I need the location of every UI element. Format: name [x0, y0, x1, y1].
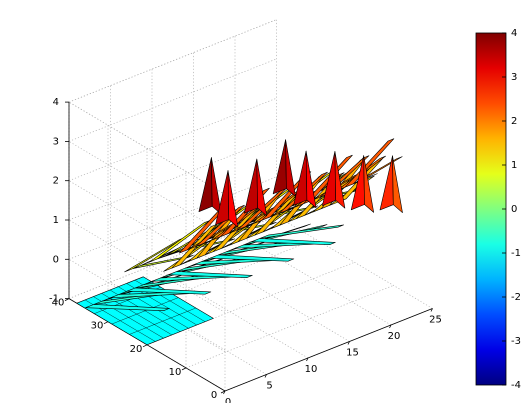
- x-tick-label: 0: [225, 397, 231, 403]
- floor-mesh-line: [111, 297, 179, 325]
- box-edge: [68, 19, 277, 103]
- surface-peak: [285, 139, 296, 197]
- y-tick-label: 40: [52, 298, 65, 309]
- y-tick-mark: [103, 321, 109, 325]
- x-tick-mark: [306, 357, 309, 362]
- surface-peak: [256, 158, 268, 217]
- gridline: [68, 97, 277, 182]
- x-tick-label: 25: [429, 315, 442, 326]
- colorbar: -4 -3 -2 -1 0 1 2 3 4: [475, 28, 521, 391]
- surface-face: [126, 287, 212, 295]
- x-tick-mark: [347, 341, 350, 345]
- surface-peak: [363, 155, 375, 213]
- z-tick-label: -1: [49, 294, 59, 305]
- surface-peak: [293, 150, 308, 206]
- surface-face: [251, 238, 336, 245]
- y-tick-label: 20: [130, 344, 143, 355]
- surface-peak: [244, 158, 258, 214]
- y-tick-mark: [181, 367, 187, 371]
- surface-face: [85, 304, 170, 312]
- x-tick-mark: [389, 324, 392, 329]
- surface-peak: [379, 155, 394, 211]
- x-tick-mark: [264, 374, 267, 378]
- gridline: [68, 180, 226, 274]
- gridline: [68, 219, 226, 313]
- x-tick-label: 20: [388, 331, 401, 342]
- x-tick-label: 10: [305, 364, 318, 375]
- surface-peak: [198, 157, 213, 212]
- surface-plot: [76, 138, 403, 346]
- gridline: [68, 58, 277, 142]
- colorbar-tick-label: 3: [511, 72, 517, 83]
- gridline: [107, 238, 316, 323]
- surface-face: [344, 138, 395, 188]
- colorbar-tick-label: 1: [511, 160, 517, 171]
- z-tick-label: 3: [53, 136, 59, 147]
- z-tick-label: 2: [53, 176, 59, 187]
- surface-peak: [227, 170, 239, 228]
- gridline: [276, 215, 433, 309]
- box-edge: [68, 101, 226, 195]
- surface-peak: [211, 157, 222, 215]
- colorbar-tick-label: -2: [511, 292, 521, 303]
- colorbar-tick-label: 4: [511, 28, 517, 39]
- surface-peak: [305, 150, 317, 209]
- surface-face: [259, 224, 345, 239]
- x-tick-label: 5: [266, 381, 272, 392]
- surface-peak: [334, 151, 346, 209]
- z-tick-label: 1: [53, 215, 59, 226]
- colorbar-tick-label: -4: [511, 380, 521, 391]
- gridline: [68, 137, 277, 221]
- y-tick-mark: [142, 344, 148, 348]
- colorbar-tick-label: 2: [511, 116, 517, 127]
- z-tick-label: 4: [53, 97, 59, 108]
- surface-peak: [392, 155, 403, 213]
- surface-face: [132, 255, 194, 269]
- surface-face: [209, 254, 295, 262]
- y-tick-label: 10: [169, 367, 182, 378]
- y-tick-label: 0: [211, 390, 217, 401]
- x-tick-label: 15: [346, 348, 359, 359]
- colorbar-tick-label: 0: [511, 204, 517, 215]
- z-tick-label: 0: [53, 254, 59, 265]
- gridline: [68, 141, 226, 235]
- x-axis-line: [224, 308, 433, 392]
- colorbar-tick-label: -1: [511, 248, 521, 259]
- surface-peak: [272, 139, 287, 195]
- y-tick-label: 30: [91, 321, 104, 332]
- y-tick-mark: [220, 390, 226, 394]
- gridline: [185, 285, 394, 369]
- colorbar-tick-label: -3: [511, 336, 521, 347]
- gridline: [68, 176, 277, 260]
- x-tick-mark: [430, 308, 433, 312]
- floor-mesh-line: [129, 307, 196, 335]
- surface-face: [168, 271, 253, 279]
- gridline: [146, 261, 355, 346]
- colorbar-gradient: [475, 32, 507, 386]
